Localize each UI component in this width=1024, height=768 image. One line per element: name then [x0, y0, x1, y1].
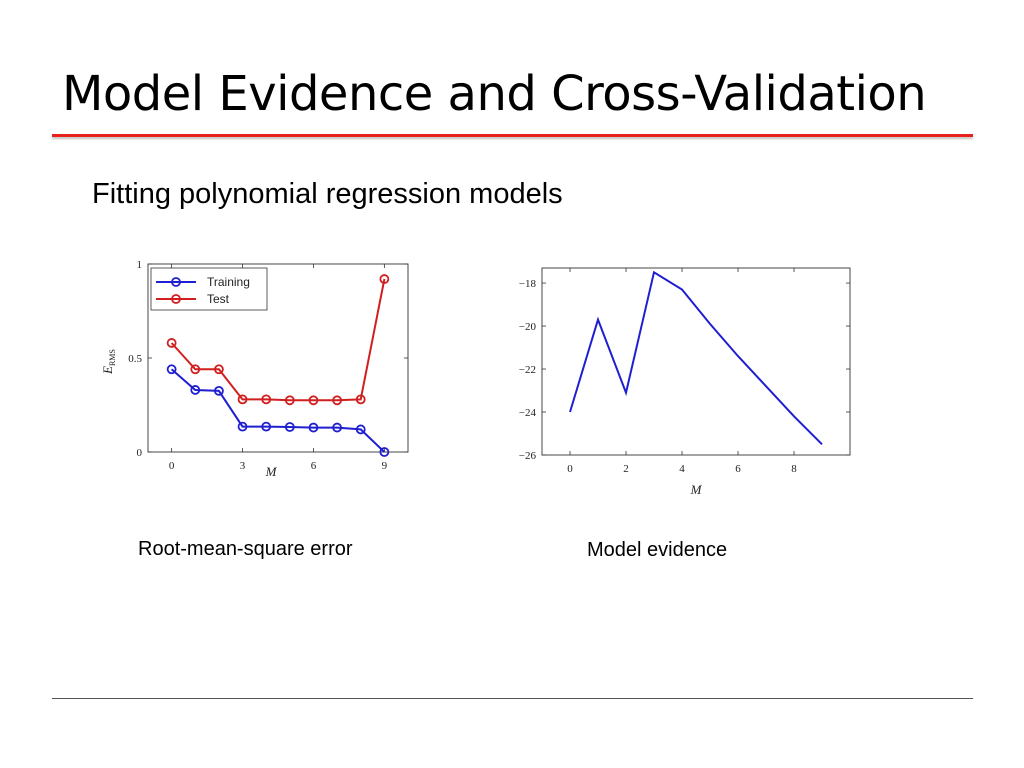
series-line-training	[170, 368, 386, 453]
y-tick-label: 1	[137, 259, 143, 271]
data-point-test	[214, 364, 224, 375]
data-point-test	[261, 394, 272, 405]
data-point-training	[214, 385, 224, 396]
data-point-training	[166, 364, 177, 375]
x-tick-label: 3	[240, 460, 246, 472]
data-point-training	[190, 385, 201, 395]
x-tick-label: 2	[623, 463, 629, 475]
chart-legend: Training Test	[150, 267, 268, 311]
slide-subtitle: Fitting polynomial regression models	[92, 178, 563, 210]
data-point-test	[355, 394, 366, 405]
data-point-training	[308, 422, 319, 433]
data-point-training	[332, 422, 342, 433]
series-line-evidence	[569, 270, 823, 446]
y-tick-label: 0	[137, 447, 143, 459]
data-point-training	[237, 421, 248, 432]
data-point-training	[355, 424, 366, 435]
data-point-training	[379, 447, 390, 457]
x-axis-label: M	[265, 464, 278, 479]
plot-frame	[541, 267, 851, 456]
data-point-test	[190, 364, 201, 375]
data-point-test	[237, 394, 248, 405]
y-tick-label: −26	[519, 450, 537, 462]
x-tick-label: 9	[382, 460, 388, 472]
data-point-test	[166, 338, 177, 348]
data-point-test	[284, 395, 295, 406]
data-point-training	[284, 422, 295, 432]
y-tick-label: −24	[519, 407, 537, 419]
x-axis-label: M	[690, 482, 703, 497]
y-tick-label: −22	[519, 364, 536, 376]
footer-rule	[52, 698, 973, 699]
x-tick-label: 6	[311, 460, 317, 472]
slide-title: Model Evidence and Cross-Validation	[62, 66, 927, 122]
rms-error-chart: 0 3 6 9 0 0.5 1 M ERMS Training Test	[100, 259, 409, 479]
x-tick-label: 6	[735, 463, 741, 475]
x-tick-label: 8	[791, 463, 797, 475]
y-tick-label: 0.5	[128, 353, 142, 365]
y-tick-label: −18	[519, 278, 537, 290]
series-line-test	[170, 278, 386, 402]
y-axis-label: ERMS	[100, 349, 117, 375]
y-axis-label-main: E	[100, 366, 115, 375]
legend-label-test: Test	[207, 292, 230, 306]
legend-marker-training	[171, 277, 181, 287]
legend-marker-test	[171, 294, 181, 304]
y-tick-label: −20	[519, 321, 537, 333]
x-tick-label: 0	[567, 463, 573, 475]
data-point-training	[261, 421, 272, 432]
caption-rms: Root-mean-square error	[138, 538, 353, 560]
caption-evidence: Model evidence	[587, 539, 728, 561]
title-rule	[52, 134, 973, 137]
legend-box	[150, 267, 268, 311]
y-axis-label-sub: RMS	[108, 349, 117, 366]
data-point-test	[308, 395, 319, 406]
data-point-test	[379, 274, 390, 284]
x-tick-label: 0	[169, 460, 175, 472]
data-point-test	[332, 395, 342, 406]
legend-label-training: Training	[207, 275, 250, 289]
model-evidence-chart: 0 2 4 6 8 −18 −20 −22 −24 −26 M	[519, 267, 851, 497]
x-tick-label: 4	[679, 463, 685, 475]
